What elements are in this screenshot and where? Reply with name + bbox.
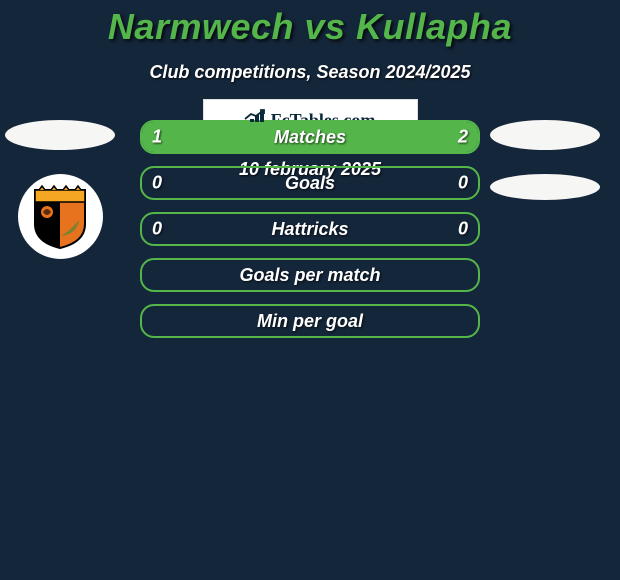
stat-value-right: 2 (458, 127, 468, 148)
stat-label: Min per goal (257, 311, 363, 332)
stat-row: Min per goal (140, 304, 480, 338)
stat-label: Goals (285, 173, 335, 194)
right-player-column (490, 120, 600, 200)
stat-row: 1 2 Matches (140, 120, 480, 154)
stat-value-right: 0 (458, 173, 468, 194)
page-title: Narmwech vs Kullapha (0, 0, 620, 48)
stat-row: 0 0 Goals (140, 166, 480, 200)
stat-label: Goals per match (239, 265, 380, 286)
team-badge-left (18, 174, 103, 259)
stat-value-left: 0 (152, 219, 162, 240)
shield-icon (31, 184, 89, 250)
stat-label: Hattricks (271, 219, 348, 240)
stat-row: Goals per match (140, 258, 480, 292)
player-name-placeholder (5, 120, 115, 150)
page-subtitle: Club competitions, Season 2024/2025 (0, 62, 620, 83)
left-player-column (5, 120, 115, 259)
player-name-placeholder (490, 120, 600, 150)
stat-value-right: 0 (458, 219, 468, 240)
stat-value-left: 1 (152, 127, 162, 148)
team-name-placeholder (490, 174, 600, 200)
stat-value-left: 0 (152, 173, 162, 194)
stat-label: Matches (274, 127, 346, 148)
stat-row: 0 0 Hattricks (140, 212, 480, 246)
stat-rows: 1 2 Matches 0 0 Goals 0 0 Hattricks Goals per mat… (140, 120, 480, 338)
